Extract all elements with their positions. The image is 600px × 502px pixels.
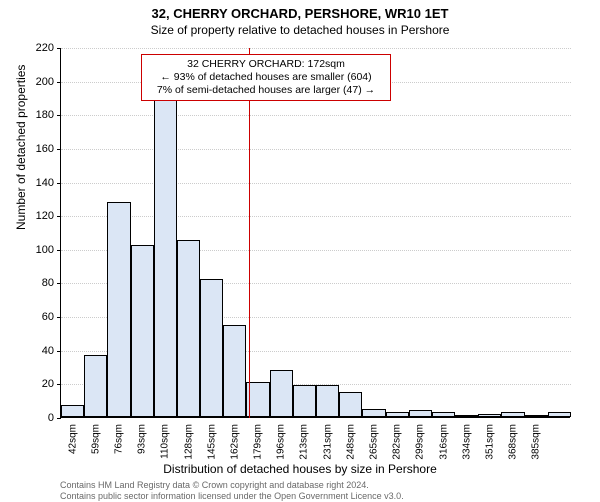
reference-line	[249, 48, 250, 418]
histogram-bar	[548, 412, 571, 417]
annotation-line: 7% of semi-detached houses are larger (4…	[148, 84, 384, 97]
xtick-label: 145sqm	[206, 424, 217, 460]
xtick-label: 93sqm	[137, 424, 148, 454]
histogram-bar	[432, 412, 455, 417]
ytick-label: 220	[36, 42, 54, 54]
histogram-bar	[478, 414, 501, 417]
plot-region: 02040608010012014016018020022042sqm59sqm…	[60, 48, 570, 418]
xtick-label: 213sqm	[299, 424, 310, 460]
xtick-label: 59sqm	[90, 424, 101, 454]
xtick-label: 196sqm	[276, 424, 287, 460]
ytick-label: 40	[42, 345, 54, 357]
histogram-bar	[455, 415, 478, 417]
ytick-label: 80	[42, 277, 54, 289]
y-axis-label: Number of detached properties	[14, 65, 28, 230]
ytick-label: 180	[36, 109, 54, 121]
xtick-label: 316sqm	[438, 424, 449, 460]
chart-subtitle: Size of property relative to detached ho…	[0, 21, 600, 37]
ytick-mark	[57, 351, 61, 352]
attribution-text: Contains HM Land Registry data © Crown c…	[60, 480, 404, 502]
chart-title: 32, CHERRY ORCHARD, PERSHORE, WR10 1ET	[0, 0, 600, 21]
ytick-label: 160	[36, 143, 54, 155]
ytick-mark	[57, 418, 61, 419]
xtick-label: 334sqm	[461, 424, 472, 460]
ytick-mark	[57, 115, 61, 116]
histogram-bar	[200, 279, 223, 417]
xtick-label: 385sqm	[531, 424, 542, 460]
ytick-mark	[57, 82, 61, 83]
annotation-box: 32 CHERRY ORCHARD: 172sqm← 93% of detach…	[141, 54, 391, 101]
histogram-bar	[61, 405, 84, 417]
histogram-bar	[293, 385, 316, 417]
histogram-bar	[386, 412, 409, 417]
gridline	[61, 149, 571, 150]
ytick-mark	[57, 216, 61, 217]
xtick-label: 248sqm	[345, 424, 356, 460]
histogram-bar	[409, 410, 432, 417]
histogram-bar	[316, 385, 339, 417]
ytick-label: 60	[42, 311, 54, 323]
histogram-bar	[501, 412, 524, 417]
histogram-bar	[154, 87, 177, 417]
annotation-line: 32 CHERRY ORCHARD: 172sqm	[148, 58, 384, 71]
histogram-bar	[84, 355, 107, 417]
ytick-mark	[57, 250, 61, 251]
histogram-bar	[131, 245, 154, 417]
ytick-label: 120	[36, 210, 54, 222]
ytick-label: 200	[36, 76, 54, 88]
xtick-label: 179sqm	[253, 424, 264, 460]
attribution-line: Contains HM Land Registry data © Crown c…	[60, 480, 404, 491]
xtick-label: 368sqm	[508, 424, 519, 460]
gridline	[61, 115, 571, 116]
histogram-bar	[177, 240, 200, 417]
histogram-bar	[339, 392, 362, 417]
histogram-bar	[107, 202, 130, 417]
gridline	[61, 216, 571, 217]
ytick-mark	[57, 384, 61, 385]
xtick-label: 110sqm	[160, 424, 171, 459]
ytick-label: 140	[36, 177, 54, 189]
annotation-line: ← 93% of detached houses are smaller (60…	[148, 71, 384, 84]
gridline	[61, 48, 571, 49]
ytick-label: 20	[42, 378, 54, 390]
xtick-label: 282sqm	[392, 424, 403, 460]
xtick-label: 265sqm	[368, 424, 379, 460]
xtick-label: 128sqm	[183, 424, 194, 460]
histogram-bar	[270, 370, 293, 417]
histogram-bar	[362, 409, 385, 417]
histogram-bar	[223, 325, 246, 418]
ytick-mark	[57, 48, 61, 49]
xtick-label: 299sqm	[415, 424, 426, 460]
histogram-bar	[525, 415, 548, 417]
chart-area: 02040608010012014016018020022042sqm59sqm…	[60, 48, 570, 418]
ytick-label: 100	[36, 244, 54, 256]
xtick-label: 162sqm	[229, 424, 240, 460]
xtick-label: 351sqm	[484, 424, 495, 460]
xtick-label: 76sqm	[113, 424, 124, 454]
x-axis-label: Distribution of detached houses by size …	[0, 462, 600, 476]
xtick-label: 42sqm	[67, 424, 78, 454]
ytick-mark	[57, 283, 61, 284]
ytick-mark	[57, 183, 61, 184]
gridline	[61, 183, 571, 184]
ytick-label: 0	[48, 412, 54, 424]
ytick-mark	[57, 149, 61, 150]
xtick-label: 231sqm	[322, 424, 333, 460]
ytick-mark	[57, 317, 61, 318]
